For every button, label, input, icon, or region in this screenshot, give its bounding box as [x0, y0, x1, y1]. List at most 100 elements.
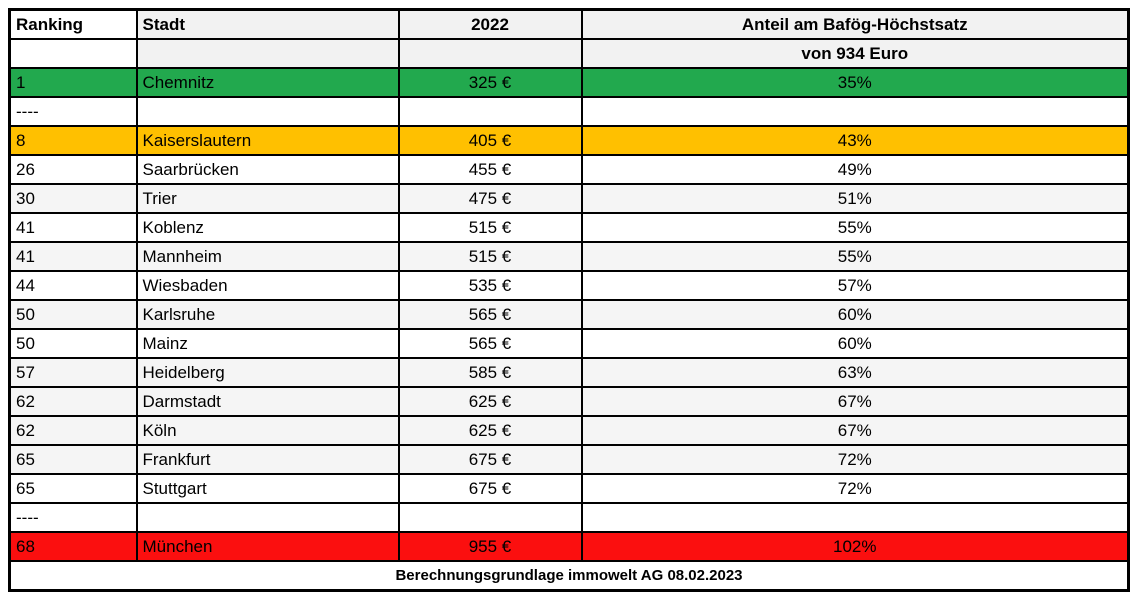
cell-share: 49% [580, 154, 1130, 185]
cell-rent [397, 502, 583, 533]
subheader-anteil: von 934 Euro [580, 38, 1130, 69]
table-row: 41 Koblenz 515 €55% [8, 212, 1130, 243]
cell-share: 67% [580, 386, 1130, 417]
cell-ranking: 68 [8, 531, 138, 562]
table-row: 50 Mainz 565 €60% [8, 328, 1130, 359]
table-row: 30 Trier 475 €51% [8, 183, 1130, 214]
cell-rent: 455 € [397, 154, 583, 185]
cell-share: 60% [580, 299, 1130, 330]
cell-rent: 515 € [397, 241, 583, 272]
table-row: 44 Wiesbaden 535 €57% [8, 270, 1130, 301]
cell-rent: 625 € [397, 386, 583, 417]
cell-stadt: Frankfurt [135, 444, 400, 475]
cell-ranking: ---- [8, 502, 138, 533]
table-row: 41 Mannheim 515 €55% [8, 241, 1130, 272]
cell-share: 102% [580, 531, 1130, 562]
footer-row: Berechnungsgrundlage immowelt AG 08.02.2… [8, 560, 1130, 592]
col-header-anteil: Anteil am Bafög-Höchstsatz [580, 8, 1130, 40]
cell-rent: 325 € [397, 67, 583, 98]
cell-share: 63% [580, 357, 1130, 388]
cell-ranking: 1 [8, 67, 138, 98]
cell-ranking: 65 [8, 473, 138, 504]
table-body: 1 Chemnitz 325 €35% ---- 8 Kaiserslautern 405 … [8, 67, 1130, 562]
cell-share [580, 96, 1130, 127]
table-row: 26 Saarbrücken 455 €49% [8, 154, 1130, 185]
cell-ranking: 8 [8, 125, 138, 156]
cell-stadt: Kaiserslautern [135, 125, 400, 156]
subheader-stadt-empty [135, 38, 400, 69]
table-footer: Berechnungsgrundlage immowelt AG 08.02.2… [8, 560, 1130, 592]
cell-stadt: Mainz [135, 328, 400, 359]
cell-rent: 625 € [397, 415, 583, 446]
col-header-ranking: Ranking [8, 8, 138, 40]
table-row: 62 Köln 625 €67% [8, 415, 1130, 446]
subheader-2022-empty [397, 38, 583, 69]
table-row: 68 München 955 €102% [8, 531, 1130, 562]
cell-share: 72% [580, 473, 1130, 504]
source-note: Berechnungsgrundlage immowelt AG 08.02.2… [8, 560, 1130, 592]
cell-rent: 565 € [397, 328, 583, 359]
cell-rent: 475 € [397, 183, 583, 214]
table-row: 65 Frankfurt 675 €72% [8, 444, 1130, 475]
cell-share: 35% [580, 67, 1130, 98]
cell-ranking: 62 [8, 386, 138, 417]
cell-ranking: 50 [8, 328, 138, 359]
table-row: 62 Darmstadt 625 €67% [8, 386, 1130, 417]
cell-stadt: Chemnitz [135, 67, 400, 98]
cell-share: 72% [580, 444, 1130, 475]
cell-stadt: Koblenz [135, 212, 400, 243]
cell-rent [397, 96, 583, 127]
cell-ranking: 50 [8, 299, 138, 330]
table-row: 50 Karlsruhe 565 €60% [8, 299, 1130, 330]
cell-stadt [135, 502, 400, 533]
cell-share: 57% [580, 270, 1130, 301]
cell-ranking: 44 [8, 270, 138, 301]
cell-share: 51% [580, 183, 1130, 214]
table-row: 57 Heidelberg 585 €63% [8, 357, 1130, 388]
cell-stadt: Stuttgart [135, 473, 400, 504]
cell-rent: 585 € [397, 357, 583, 388]
cell-share: 55% [580, 212, 1130, 243]
table-row: 8 Kaiserslautern 405 €43% [8, 125, 1130, 156]
cell-ranking: 65 [8, 444, 138, 475]
cell-share: 43% [580, 125, 1130, 156]
cell-share: 67% [580, 415, 1130, 446]
cell-stadt: Karlsruhe [135, 299, 400, 330]
cell-ranking: 62 [8, 415, 138, 446]
cell-rent: 675 € [397, 473, 583, 504]
cell-stadt: Heidelberg [135, 357, 400, 388]
cell-stadt: Trier [135, 183, 400, 214]
cell-stadt: Wiesbaden [135, 270, 400, 301]
cell-rent: 955 € [397, 531, 583, 562]
cell-rent: 565 € [397, 299, 583, 330]
table-row: 65 Stuttgart 675 €72% [8, 473, 1130, 504]
cell-share [580, 502, 1130, 533]
table-row: 1 Chemnitz 325 €35% [8, 67, 1130, 98]
cell-share: 60% [580, 328, 1130, 359]
cell-ranking: 41 [8, 241, 138, 272]
col-header-stadt: Stadt [135, 8, 400, 40]
cell-ranking: 41 [8, 212, 138, 243]
col-header-2022: 2022 [397, 8, 583, 40]
cell-rent: 675 € [397, 444, 583, 475]
cell-stadt: Köln [135, 415, 400, 446]
cell-rent: 515 € [397, 212, 583, 243]
table-row: ---- [8, 96, 1130, 127]
table-row: ---- [8, 502, 1130, 533]
cell-stadt: Mannheim [135, 241, 400, 272]
cell-ranking: 57 [8, 357, 138, 388]
cell-stadt: München [135, 531, 400, 562]
cell-ranking: 30 [8, 183, 138, 214]
bafoeg-rent-table: Ranking Stadt 2022 Anteil am Bafög-Höchs… [8, 8, 1130, 592]
cell-stadt: Saarbrücken [135, 154, 400, 185]
table-header: Ranking Stadt 2022 Anteil am Bafög-Höchs… [8, 8, 1130, 69]
header-row-labels: Ranking Stadt 2022 Anteil am Bafög-Höchs… [8, 8, 1130, 40]
header-row-subtitle: von 934 Euro [8, 38, 1130, 69]
cell-stadt: Darmstadt [135, 386, 400, 417]
cell-share: 55% [580, 241, 1130, 272]
cell-rent: 535 € [397, 270, 583, 301]
cell-rent: 405 € [397, 125, 583, 156]
subheader-ranking-empty [8, 38, 138, 69]
cell-stadt [135, 96, 400, 127]
